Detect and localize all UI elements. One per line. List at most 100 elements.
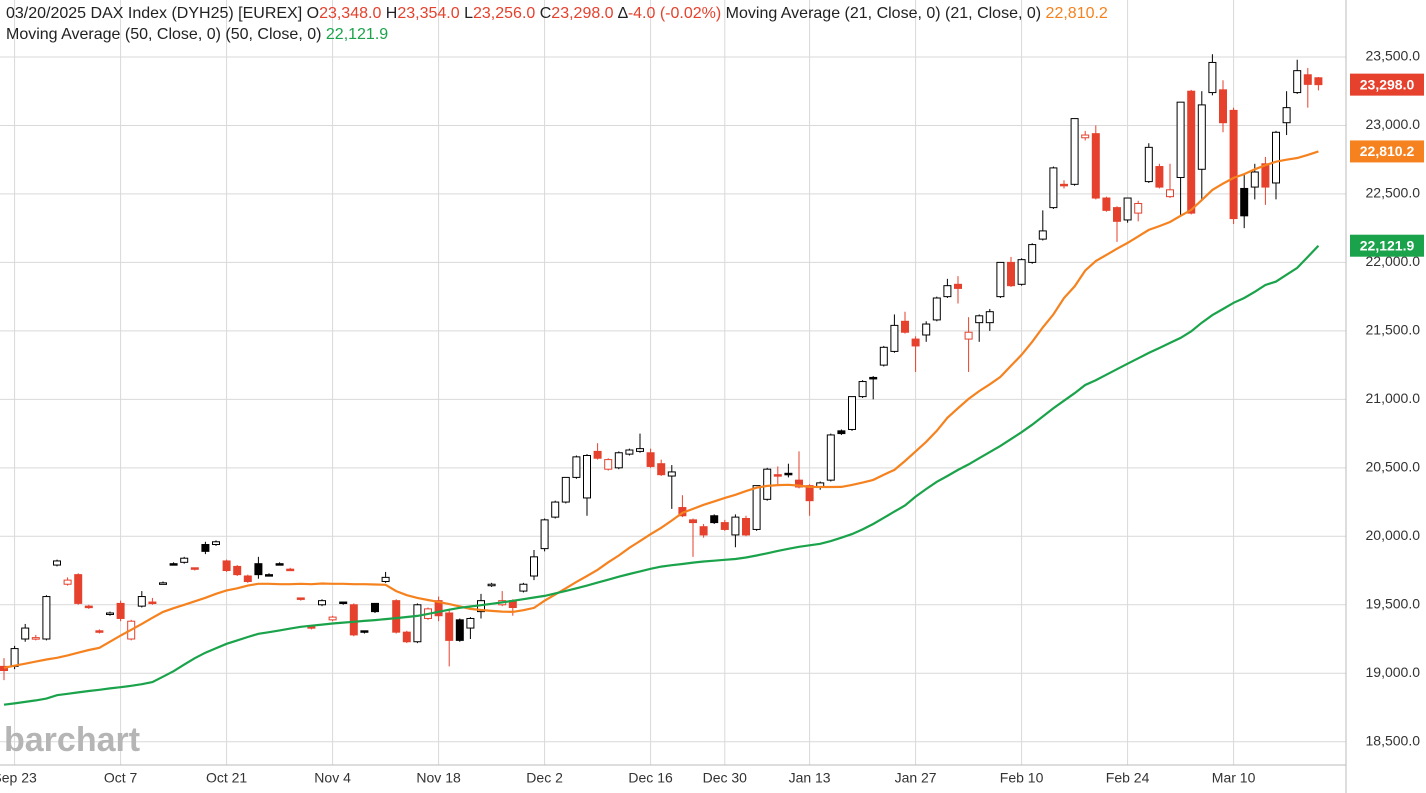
candle-body <box>625 449 634 455</box>
price-tag <box>1350 140 1424 163</box>
candle-body <box>1240 187 1249 217</box>
candle-body <box>169 563 178 566</box>
candle-body <box>381 576 390 582</box>
y-tick-label: 18,500.0 <box>1366 732 1421 748</box>
candle-body <box>911 338 920 347</box>
low-label: L <box>464 5 473 22</box>
candle-body <box>848 396 856 430</box>
candle-body <box>1070 118 1079 185</box>
candle-body <box>922 323 931 336</box>
open-label: O <box>306 5 320 22</box>
candle-body <box>593 450 602 459</box>
candle-body <box>349 604 358 636</box>
candle-body <box>137 596 146 607</box>
candle-body <box>837 430 846 435</box>
candle-body <box>243 575 252 582</box>
candle-body <box>773 474 782 477</box>
candle-body <box>222 560 231 572</box>
candle-body <box>455 619 464 641</box>
candle-body <box>413 604 422 643</box>
x-tick-label: Oct 7 <box>104 770 138 786</box>
y-tick-label: 21,500.0 <box>1366 322 1421 338</box>
moving-average-line <box>3 244 1320 706</box>
candle-body <box>784 472 793 476</box>
y-tick-label: 22,000.0 <box>1366 253 1421 269</box>
candle-body <box>572 456 581 478</box>
high-value: 23,354.0 <box>397 5 460 22</box>
candle-body <box>1219 89 1227 124</box>
candle-body <box>869 376 878 380</box>
candle-body <box>1314 77 1323 86</box>
candle-body <box>21 627 30 640</box>
x-tick-label: Sep 23 <box>0 770 37 786</box>
candle-body <box>1123 197 1132 221</box>
x-tick-label: Dec 30 <box>703 770 748 786</box>
legend-name: Moving Average (50, Close, 0) <box>6 26 221 43</box>
legend-params: (21, Close, 0) <box>945 5 1042 22</box>
candle-body <box>1081 134 1090 139</box>
candle-body <box>116 602 125 619</box>
candle-body <box>212 541 220 546</box>
candle-body <box>487 583 496 587</box>
candle-body <box>561 476 570 503</box>
x-tick-label: Jan 27 <box>895 770 937 786</box>
price-tag-label: 23,298.0 <box>1360 76 1415 92</box>
symbol: DAX Index (DYH25) [EUREX] <box>90 5 303 22</box>
candle-body <box>943 285 952 298</box>
candle-body <box>445 612 454 641</box>
legend-value: 22,121.9 <box>325 26 389 43</box>
candle-body <box>975 315 984 324</box>
candle-body <box>604 459 613 470</box>
candle-body <box>720 522 729 530</box>
x-tick-label: Dec 16 <box>628 770 673 786</box>
candle-body <box>583 454 591 499</box>
candle-body <box>646 452 655 467</box>
legend-value: 22,810.2 <box>1045 5 1108 22</box>
candle-body <box>190 567 199 570</box>
candle-body <box>763 468 772 500</box>
candle-body <box>699 526 708 536</box>
legend-name: Moving Average (21, Close, 0) <box>725 5 941 22</box>
candle-body <box>328 616 337 621</box>
candle-body <box>1007 261 1015 287</box>
candle-body <box>1187 90 1196 214</box>
x-tick-label: Feb 10 <box>1000 770 1044 786</box>
candle-body <box>95 630 104 633</box>
candle-body <box>795 479 803 488</box>
candle-body <box>1134 203 1143 214</box>
candle-body <box>657 463 666 476</box>
candle-body <box>879 346 888 366</box>
candle-body <box>1250 171 1259 188</box>
y-tick-label: 23,500.0 <box>1366 48 1421 64</box>
candle-body <box>710 515 719 524</box>
chart-header: 03/20/2025 DAX Index (DYH25) [EUREX] O23… <box>6 3 1108 45</box>
candle-body <box>1293 70 1302 94</box>
candle-body <box>106 612 114 615</box>
x-tick-label: Oct 21 <box>206 770 247 786</box>
candle-body <box>339 601 348 605</box>
candle-body <box>1166 189 1174 198</box>
candle-body <box>1113 207 1121 222</box>
candle-body <box>31 637 40 640</box>
x-tick-label: Feb 24 <box>1106 770 1150 786</box>
candle-body <box>996 261 1005 298</box>
candle-body <box>1091 133 1100 199</box>
candle-body <box>901 320 909 333</box>
x-tick-label: Mar 10 <box>1212 770 1256 786</box>
candle-body <box>201 544 210 552</box>
candle-body <box>742 517 750 536</box>
candle-body <box>434 600 443 617</box>
candle-body <box>392 600 401 633</box>
candle-body <box>519 583 528 592</box>
candle-body <box>752 485 761 530</box>
candle-body <box>1197 104 1206 170</box>
x-tick-label: Nov 18 <box>416 770 461 786</box>
candle-body <box>1229 109 1238 220</box>
y-tick-label: 23,000.0 <box>1366 116 1421 132</box>
candle-body <box>954 283 962 289</box>
candle-body <box>265 574 273 577</box>
price-tag-label: 22,121.9 <box>1360 237 1415 253</box>
low-value: 23,256.0 <box>473 5 536 22</box>
candle-body <box>159 582 167 585</box>
candle-body <box>890 324 899 352</box>
